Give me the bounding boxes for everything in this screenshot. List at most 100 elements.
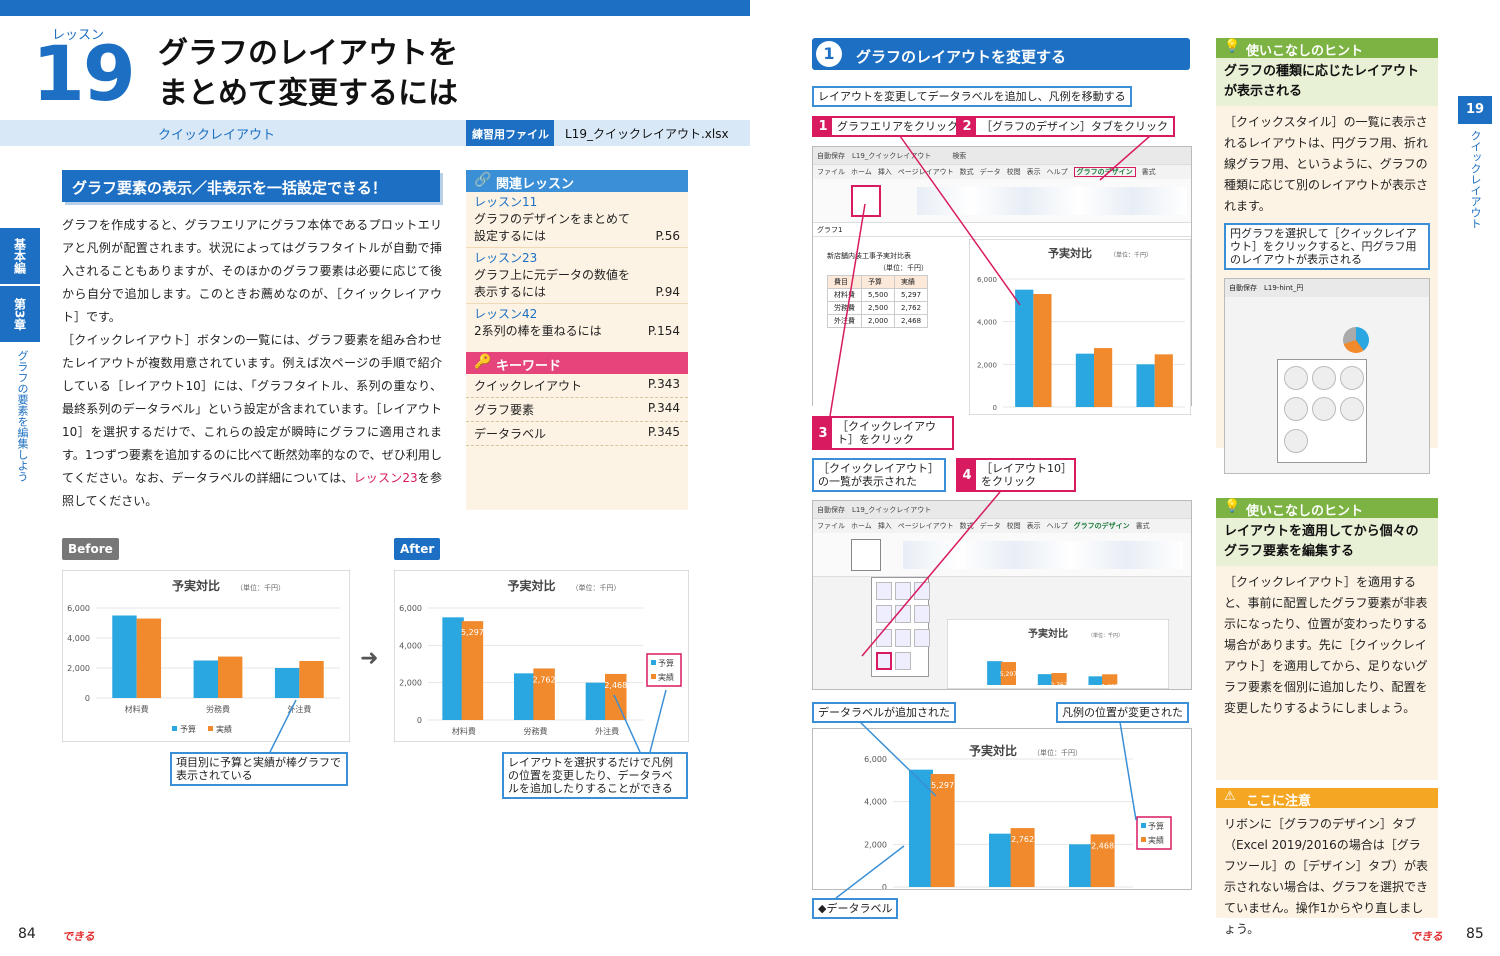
ribbon-tab[interactable]: 表示	[1026, 168, 1041, 176]
keyword-item[interactable]: グラフ要素 P.344	[466, 398, 688, 422]
ribbon-tab[interactable]: 数式	[959, 168, 974, 176]
table-cell[interactable]: 5,297	[894, 288, 929, 302]
excel-filename: L19_クイックレイアウト	[852, 506, 932, 514]
callout-number: 2	[958, 118, 976, 135]
keyword-item[interactable]: クイックレイアウト P.343	[466, 374, 688, 398]
table-cell[interactable]: 2,762	[894, 301, 929, 315]
ribbon-tab[interactable]: ホーム	[851, 522, 872, 530]
excel-title-bar: 自動保存 L19_クイックレイアウト	[813, 501, 1191, 519]
ribbon-tab[interactable]: 表示	[1026, 522, 1041, 530]
y-tick-label: 4,000	[977, 319, 997, 327]
related-lesson-page: P.154	[647, 324, 680, 338]
page-title: グラフのレイアウトを まとめて変更するには	[158, 34, 458, 114]
table-cell[interactable]: 外注費	[827, 314, 862, 328]
search-box[interactable]: 検索	[952, 152, 967, 160]
legend-label: 実績	[1148, 835, 1164, 845]
table-cell[interactable]: 2,500	[860, 301, 896, 315]
y-tick-label: 2,000	[67, 664, 90, 673]
quick-layout-dropdown[interactable]	[871, 577, 930, 677]
hint-title: グラフの種類に応じたレイアウトが表示される	[1216, 58, 1438, 106]
ribbon-tab[interactable]: グラフのデザイン	[1073, 167, 1136, 177]
name-box[interactable]: グラフ1	[813, 223, 1191, 237]
step-title: グラフのレイアウトを変更する	[856, 48, 1067, 66]
ribbon-tab[interactable]: 数式	[959, 522, 974, 530]
layout-10-option[interactable]	[876, 651, 892, 670]
legend-label: 予算	[658, 658, 674, 668]
ribbon-tab[interactable]: 校閲	[1006, 522, 1021, 530]
autosave-label: 自動保存	[1229, 284, 1257, 292]
table-cell[interactable]: 労務費	[827, 301, 862, 315]
y-tick-label: 0	[417, 716, 422, 725]
ribbon-tab[interactable]: 書式	[1141, 168, 1156, 176]
bar-actual	[218, 656, 243, 698]
chart-styles-gallery[interactable]	[903, 541, 1183, 569]
chart-styles-gallery[interactable]	[917, 187, 1187, 215]
ribbon-tab[interactable]: データ	[979, 168, 1001, 176]
step-number: 1	[816, 41, 842, 67]
side-tab-chapter-title: グラフの要素を編集しよう	[16, 350, 29, 482]
bar-budget	[909, 769, 933, 887]
warning-heading-text: ここに注意	[1246, 794, 1312, 809]
ribbon-tab[interactable]: ファイル	[817, 522, 845, 530]
ribbon-tab[interactable]: グラフのデザイン	[1073, 522, 1130, 530]
ribbon-tab[interactable]: ホーム	[851, 168, 872, 176]
ribbon-tab[interactable]: ページレイアウト	[897, 522, 954, 530]
ribbon-tab[interactable]: ファイル	[817, 168, 845, 176]
bar-actual	[1051, 673, 1067, 685]
ribbon-tab[interactable]: 挿入	[877, 168, 892, 176]
ribbon-tab[interactable]: ヘルプ	[1046, 168, 1068, 176]
table-cell[interactable]: 材料費	[827, 288, 862, 302]
callout-label-added: データラベルが追加された	[812, 702, 956, 723]
callout-list-shown: ［クイックレイアウト］の一覧が表示された	[812, 458, 946, 492]
related-item[interactable]: レッスン11 グラフのデザインをまとめて 設定するには P.56	[466, 192, 688, 248]
pie-chart-thumb	[1343, 327, 1369, 353]
table-unit: （単位：千円）	[879, 264, 928, 272]
ribbon-tab[interactable]: データ	[979, 522, 1001, 530]
legend-swatch	[651, 660, 656, 665]
bar-budget	[112, 615, 137, 698]
side-tab-chapter: 第3章	[0, 286, 40, 342]
lesson-label: レッスン	[52, 28, 105, 43]
y-tick-label: 2,000	[977, 361, 997, 369]
bar-budget	[193, 660, 218, 698]
table-row[interactable]: 労務費 2,500 2,762	[827, 301, 929, 315]
chart-title: 予実対比	[969, 743, 1017, 758]
related-item[interactable]: レッスン42 2系列の棒を重ねるには P.154	[466, 304, 688, 342]
table-cell[interactable]: 2,000	[860, 314, 896, 328]
keyword-word: クイックレイアウト	[474, 379, 583, 393]
quick-layout-button[interactable]	[851, 185, 881, 217]
ribbon-tab[interactable]: 書式	[1135, 522, 1150, 530]
ribbon-tab[interactable]: 挿入	[877, 522, 892, 530]
related-lesson-title: グラフのデザインをまとめて	[474, 212, 631, 226]
excel-chart-2[interactable]: 予実対比 （単位：千円） 5,297 2,762 2,468	[947, 619, 1169, 689]
data-label: 5,297	[1000, 671, 1017, 678]
excel-chart-1[interactable]: 予実対比 （単位：千円） 0 2,000 4,000 6,000	[969, 239, 1191, 415]
lesson-link[interactable]: レッスン23	[353, 471, 418, 485]
pie-layout-dropdown[interactable]	[1277, 359, 1367, 463]
hint-panel-2: 💡 使いこなしのヒント レイアウトを適用してから個々のグラフ要素を編集する ［クイ…	[1216, 498, 1438, 780]
ribbon-tab[interactable]: ヘルプ	[1046, 522, 1068, 530]
ribbon-tab[interactable]: ページレイアウト	[897, 168, 954, 176]
bar-budget	[585, 682, 608, 720]
legend-label: 予算	[1148, 821, 1164, 831]
table-cell[interactable]: 予算	[860, 275, 896, 289]
result-chart[interactable]: 予実対比 （単位：千円） 0 2,000 4,000 6,000 5,297 2,762 2,4…	[812, 728, 1192, 890]
keyword-item[interactable]: データラベル P.345	[466, 422, 688, 446]
chart-subtitle: （単位：千円）	[236, 583, 285, 592]
quick-layout-button[interactable]	[851, 539, 881, 571]
table-row[interactable]: 費目 予算 実績	[827, 275, 929, 289]
table-title: 新店舗内装工事予実対比表	[827, 252, 911, 260]
body-paragraph-2-text: ［クイックレイアウト］ボタンの一覧には、グラフ要素を組み合わせたレイアウトが複数…	[62, 333, 442, 485]
callout-text: ［クイックレイアウト］をクリック	[837, 420, 936, 446]
table-cell[interactable]: 費目	[827, 275, 862, 289]
y-tick-label: 6,000	[977, 276, 997, 284]
table-row[interactable]: 外注費 2,000 2,468	[827, 314, 929, 328]
ribbon-tab[interactable]: 校閲	[1006, 168, 1021, 176]
callout-text: グラフエリアをクリック	[837, 120, 958, 133]
table-cell[interactable]: 実績	[894, 275, 929, 289]
table-cell[interactable]: 5,500	[860, 288, 896, 302]
bar-actual	[1090, 834, 1115, 887]
related-item[interactable]: レッスン23 グラフ上に元データの数値を 表示するには P.94	[466, 248, 688, 304]
table-cell[interactable]: 2,468	[894, 314, 929, 328]
table-row[interactable]: 材料費 5,500 5,297	[827, 288, 929, 302]
